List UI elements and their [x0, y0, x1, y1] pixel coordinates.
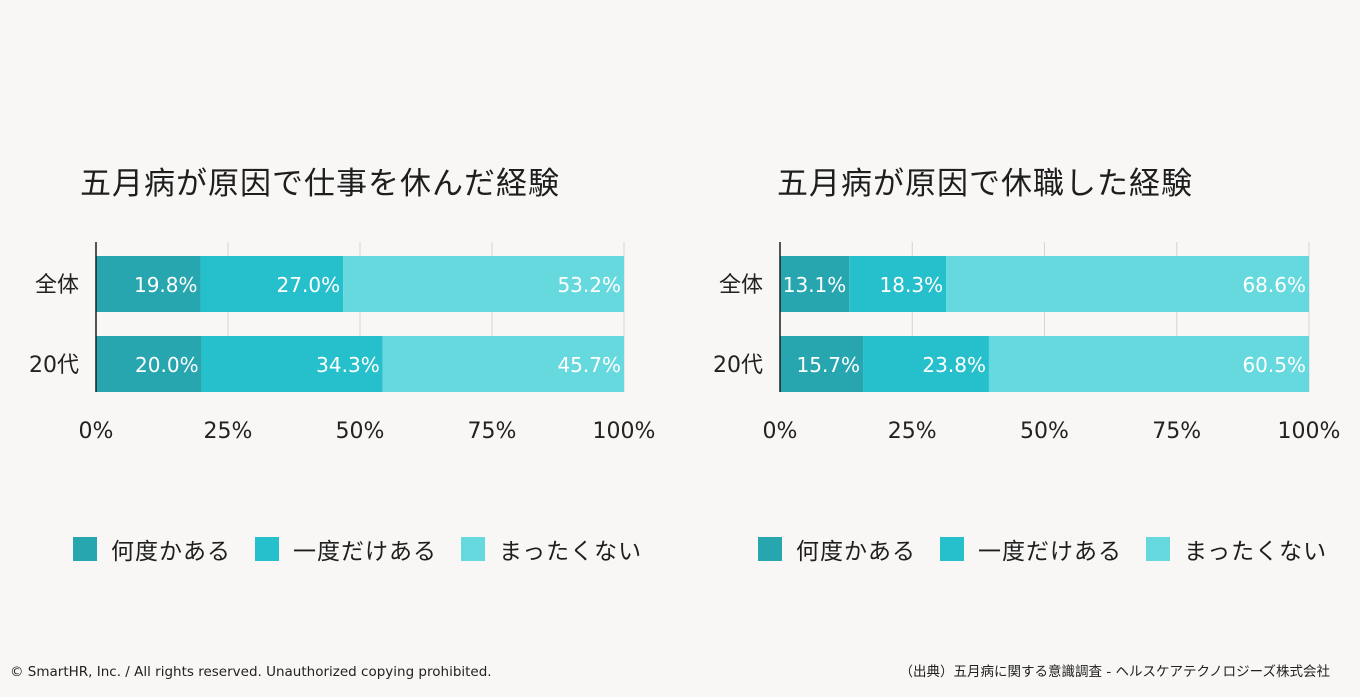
- x-tick-label: 100%: [1278, 419, 1341, 444]
- x-tick-label: 75%: [468, 419, 517, 444]
- bar-segment: [780, 336, 864, 392]
- data-label: 34.3%: [316, 353, 380, 377]
- data-label: 60.5%: [1242, 353, 1306, 377]
- chart-title: 五月病が原因で休職した経験: [777, 166, 1193, 202]
- legend-swatch: [940, 537, 964, 561]
- legend-label: 一度だけある: [978, 539, 1122, 565]
- bar-segment: [343, 256, 624, 312]
- data-label: 45.7%: [557, 353, 621, 377]
- bar-chart: 0% 25% 50% 75% 100% 全体 13.1% 18.3% 68.6% 20代 15.7%…: [713, 242, 1341, 444]
- legend-item: 一度だけある: [255, 532, 437, 566]
- legend-swatch: [461, 537, 485, 561]
- legend-item: 何度かある: [758, 532, 916, 566]
- chart-panel-leave-of-absence: 五月病が原因で休職した経験 0% 25% 50% 75% 100% 全体 13.1% 18.3…: [680, 0, 1360, 600]
- category-label: 全体: [35, 273, 79, 298]
- bar-segment: [988, 336, 1309, 392]
- legend-label: 一度だけある: [293, 539, 437, 565]
- legend-item: まったくない: [1146, 532, 1327, 566]
- x-tick-label: 0%: [79, 419, 114, 444]
- legend-label: まったくない: [499, 539, 643, 565]
- copyright-footer: © SmartHR, Inc. / All rights reserved. U…: [10, 664, 492, 680]
- chart-title: 五月病が原因で仕事を休んだ経験: [80, 166, 560, 202]
- legend-item: 何度かある: [73, 532, 231, 566]
- data-label: 13.1%: [783, 273, 847, 297]
- legend-swatch: [73, 537, 97, 561]
- bar-segment: [946, 256, 1309, 312]
- x-tick-label: 75%: [1152, 419, 1201, 444]
- legend-label: まったくない: [1184, 539, 1328, 565]
- category-label: 全体: [719, 273, 763, 298]
- x-tick-label: 25%: [204, 419, 253, 444]
- category-label: 20代: [713, 353, 763, 378]
- legend-item: まったくない: [461, 532, 642, 566]
- data-label: 68.6%: [1242, 273, 1306, 297]
- bar-segment: [201, 336, 383, 392]
- chart-panel-work-absence: 五月病が原因で仕事を休んだ経験 0% 25% 50% 75% 100% 全体 19.8% 27…: [0, 0, 680, 600]
- data-label: 19.8%: [134, 273, 198, 297]
- legend-item: 一度だけある: [940, 532, 1122, 566]
- data-label: 23.8%: [922, 353, 986, 377]
- x-tick-label: 25%: [888, 419, 937, 444]
- legend-label: 何度かある: [796, 539, 916, 565]
- legend-swatch: [758, 537, 782, 561]
- legend-label: 何度かある: [111, 539, 231, 565]
- x-tick-label: 50%: [336, 419, 385, 444]
- data-label: 20.0%: [135, 353, 199, 377]
- legend: 何度かある 一度だけある まったくない: [73, 532, 666, 566]
- bar-segment: [200, 256, 344, 312]
- bar-segment: [96, 336, 202, 392]
- bar-segment: [382, 336, 624, 392]
- x-tick-label: 0%: [763, 419, 798, 444]
- source-footer: （出典）五月病に関する意識調査 - ヘルスケアテクノロジーズ株式会社: [899, 664, 1330, 680]
- data-label: 53.2%: [557, 273, 621, 297]
- data-label: 18.3%: [880, 273, 944, 297]
- legend: 何度かある 一度だけある まったくない: [758, 532, 1351, 566]
- bar-segment: [863, 336, 989, 392]
- x-tick-label: 50%: [1020, 419, 1069, 444]
- category-label: 20代: [29, 353, 79, 378]
- legend-swatch: [1146, 537, 1170, 561]
- x-tick-label: 100%: [593, 419, 656, 444]
- bar-segment: [780, 256, 850, 312]
- data-label: 15.7%: [797, 353, 861, 377]
- data-label: 27.0%: [277, 273, 341, 297]
- bar-segment: [849, 256, 947, 312]
- legend-swatch: [255, 537, 279, 561]
- bar-chart: 0% 25% 50% 75% 100% 全体 19.8% 27.0% 53.2% 20代 20.0%…: [29, 242, 656, 444]
- bar-segment: [96, 256, 201, 312]
